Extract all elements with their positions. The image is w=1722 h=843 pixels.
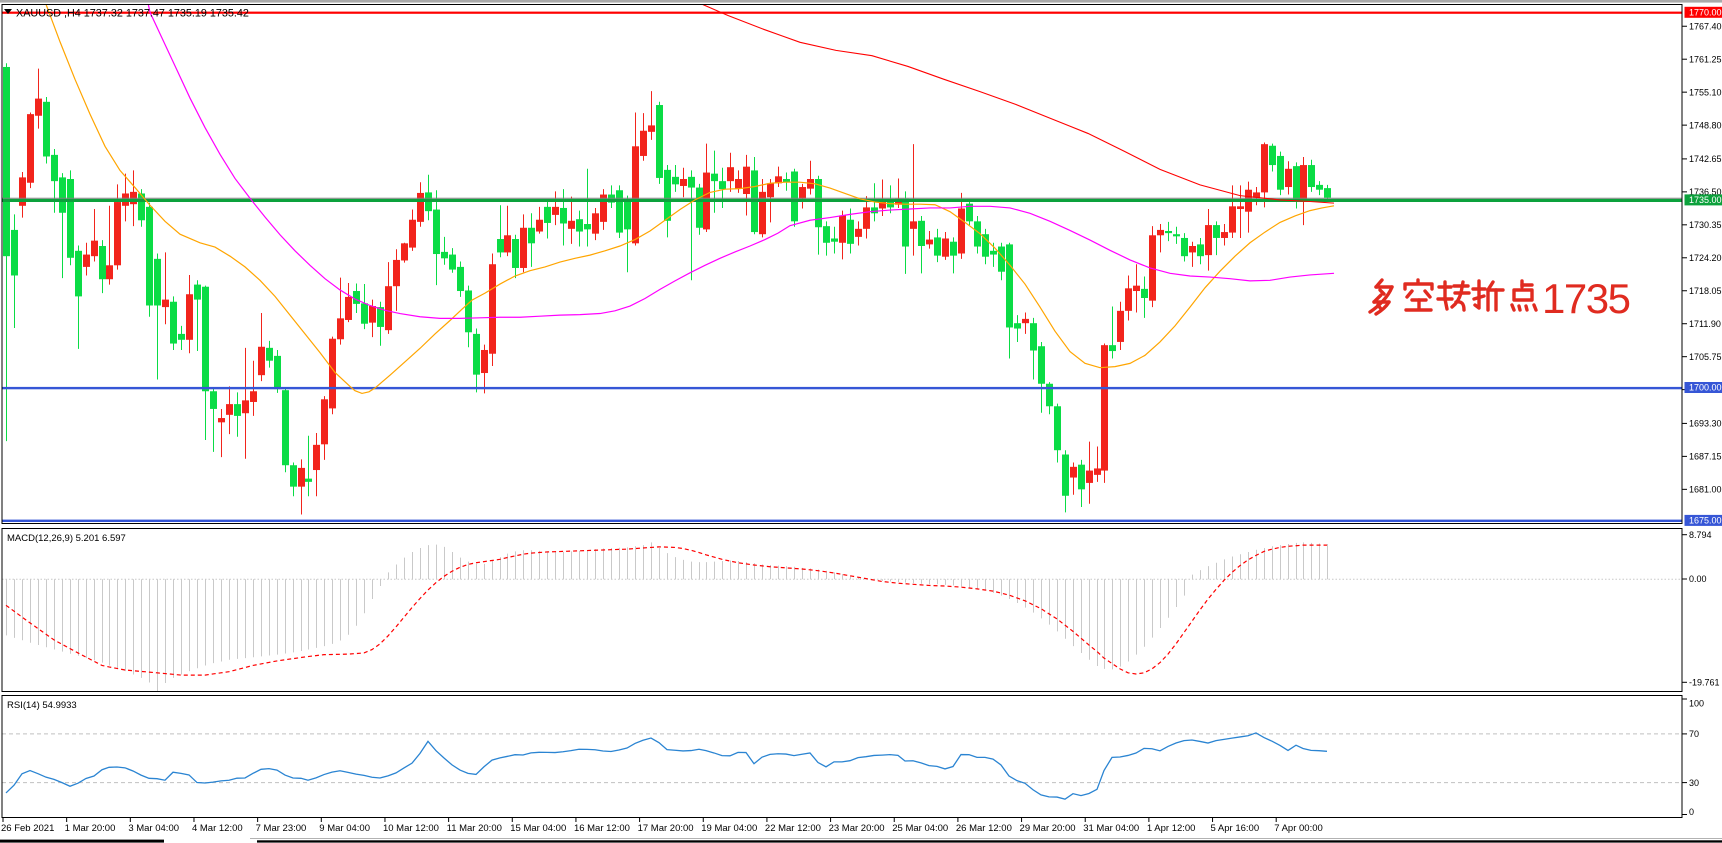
svg-text:1742.65: 1742.65 — [1689, 154, 1722, 164]
svg-text:0: 0 — [1689, 807, 1694, 817]
svg-text:1761.25: 1761.25 — [1689, 54, 1722, 64]
svg-text:1770.00: 1770.00 — [1689, 8, 1722, 18]
svg-text:8.794: 8.794 — [1689, 530, 1712, 540]
svg-text:30: 30 — [1689, 778, 1699, 788]
svg-text:1724.20: 1724.20 — [1689, 253, 1722, 263]
svg-text:1 Mar 20:00: 1 Mar 20:00 — [65, 823, 116, 834]
svg-text:1718.05: 1718.05 — [1689, 286, 1722, 296]
svg-text:9 Mar 04:00: 9 Mar 04:00 — [319, 823, 370, 834]
svg-text:5 Apr 16:00: 5 Apr 16:00 — [1211, 823, 1260, 834]
svg-text:23 Mar 20:00: 23 Mar 20:00 — [829, 823, 885, 834]
svg-text:1730.35: 1730.35 — [1689, 220, 1722, 230]
svg-text:11 Mar 20:00: 11 Mar 20:00 — [447, 823, 502, 834]
svg-text:10 Mar 12:00: 10 Mar 12:00 — [383, 823, 439, 834]
svg-text:70: 70 — [1689, 729, 1699, 739]
svg-text:1693.30: 1693.30 — [1689, 419, 1722, 429]
svg-text:1705.75: 1705.75 — [1689, 352, 1722, 362]
svg-text:1 Apr 12:00: 1 Apr 12:00 — [1147, 823, 1196, 834]
svg-text:1735: 1735 — [1542, 275, 1630, 322]
svg-text:1748.80: 1748.80 — [1689, 120, 1722, 130]
svg-text:100: 100 — [1689, 699, 1704, 709]
svg-text:1735.00: 1735.00 — [1689, 195, 1722, 205]
svg-text:1736.50: 1736.50 — [1689, 187, 1722, 197]
svg-text:4 Mar 12:00: 4 Mar 12:00 — [192, 823, 243, 834]
svg-text:1675.00: 1675.00 — [1689, 516, 1722, 526]
svg-text:1681.00: 1681.00 — [1689, 485, 1722, 495]
svg-text:15 Mar 04:00: 15 Mar 04:00 — [510, 823, 566, 834]
svg-text:25 Mar 04:00: 25 Mar 04:00 — [892, 823, 948, 834]
svg-text:MACD(12,26,9) 5.201 6.597: MACD(12,26,9) 5.201 6.597 — [7, 533, 126, 544]
svg-text:7 Mar 23:00: 7 Mar 23:00 — [256, 823, 307, 834]
svg-text:1700.00: 1700.00 — [1689, 383, 1722, 393]
svg-text:16 Mar 12:00: 16 Mar 12:00 — [574, 823, 630, 834]
svg-text:26 Feb 2021: 26 Feb 2021 — [1, 823, 54, 834]
svg-text:26 Mar 12:00: 26 Mar 12:00 — [956, 823, 1012, 834]
svg-text:19 Mar 04:00: 19 Mar 04:00 — [701, 823, 757, 834]
svg-text:1767.40: 1767.40 — [1689, 21, 1722, 31]
svg-text:-19.761: -19.761 — [1689, 678, 1720, 688]
svg-text:1755.10: 1755.10 — [1689, 87, 1722, 97]
svg-text:RSI(14) 54.9933: RSI(14) 54.9933 — [7, 700, 77, 711]
svg-text:XAUUSD ,H4 1737.32 1737.47 17: XAUUSD ,H4 1737.32 1737.47 1735.19 1735.… — [16, 8, 249, 20]
svg-text:3 Mar 04:00: 3 Mar 04:00 — [128, 823, 179, 834]
svg-text:1711.90: 1711.90 — [1689, 319, 1721, 329]
svg-text:31 Mar 04:00: 31 Mar 04:00 — [1083, 823, 1139, 834]
svg-text:29 Mar 20:00: 29 Mar 20:00 — [1020, 823, 1076, 834]
svg-text:7 Apr 00:00: 7 Apr 00:00 — [1274, 823, 1323, 834]
svg-text:1687.15: 1687.15 — [1689, 452, 1722, 462]
svg-text:17 Mar 20:00: 17 Mar 20:00 — [638, 823, 694, 834]
svg-text:0.00: 0.00 — [1689, 574, 1707, 584]
svg-text:22 Mar 12:00: 22 Mar 12:00 — [765, 823, 821, 834]
